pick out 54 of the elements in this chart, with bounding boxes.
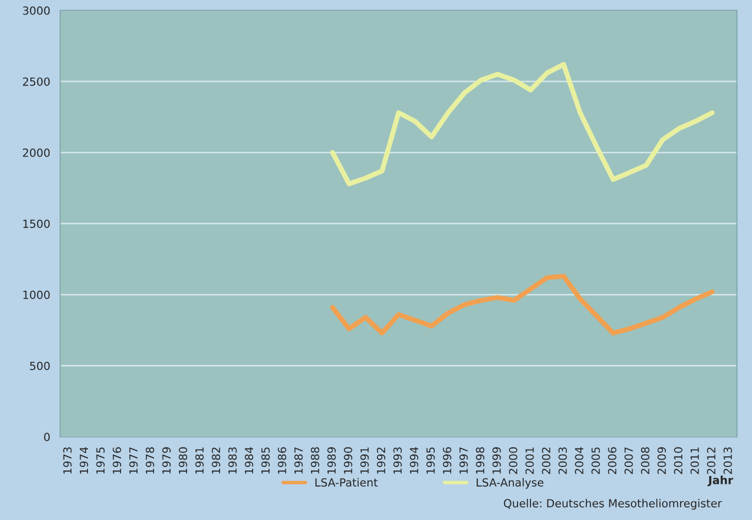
x-tick-label: 1981 bbox=[195, 448, 204, 474]
x-tick-label: 1980 bbox=[178, 447, 188, 474]
line-series bbox=[330, 62, 715, 186]
x-tick-label: 1974 bbox=[80, 447, 88, 474]
x-tick-label: 1973 bbox=[63, 447, 72, 474]
y-tick-label: 1000 bbox=[23, 290, 50, 300]
x-tick-label: 2007 bbox=[624, 447, 633, 474]
x-tick-label: 1998 bbox=[476, 447, 484, 474]
x-tick-label: 2002 bbox=[542, 448, 550, 474]
x-tick-label: 1988 bbox=[310, 447, 320, 474]
x-tick-label: 1986 bbox=[278, 447, 286, 474]
x-tick-label: 1975 bbox=[96, 447, 105, 474]
line-series bbox=[330, 274, 715, 336]
y-tick-label: 0 bbox=[44, 432, 50, 442]
x-tick-label: 1993 bbox=[393, 447, 402, 474]
y-tick-label: 2500 bbox=[22, 77, 50, 86]
x-tick-label: 1985 bbox=[261, 447, 270, 474]
x-tick-label: 1992 bbox=[376, 448, 386, 474]
x-tick-label: 2000 bbox=[508, 447, 518, 474]
x-tick-label: 2013 bbox=[724, 447, 732, 474]
x-tick-label: 1990 bbox=[344, 447, 352, 474]
legend-label: LSA-Patient bbox=[315, 478, 378, 487]
x-tick-label: 1982 bbox=[212, 448, 220, 474]
x-tick-label: 2009 bbox=[657, 447, 666, 474]
x-tick-label: 1989 bbox=[327, 447, 336, 474]
x-tick-label: 1977 bbox=[129, 447, 138, 474]
y-tick-label: 1500 bbox=[23, 220, 50, 228]
x-tick-label: 1987 bbox=[294, 447, 303, 474]
x-tick-label: 1997 bbox=[459, 447, 468, 474]
x-tick-label: 2012 bbox=[707, 448, 716, 474]
x-tick-label: 2004 bbox=[574, 447, 584, 474]
x-tick-label: 1991 bbox=[360, 448, 369, 474]
x-tick-label: 2011 bbox=[690, 448, 699, 474]
x-tick-label: 1995 bbox=[426, 447, 435, 474]
x-tick-label: 1979 bbox=[162, 447, 171, 474]
y-tick-label: 2000 bbox=[22, 148, 50, 157]
x-tick-label: 2010 bbox=[674, 447, 682, 474]
y-tick-label: 3000 bbox=[23, 6, 50, 15]
x-tick-label: 1976 bbox=[112, 447, 122, 474]
x-tick-label: 1983 bbox=[228, 447, 237, 474]
x-tick-label: 1984 bbox=[244, 447, 254, 474]
legend-label: LSA-Analyse bbox=[476, 478, 544, 489]
x-tick-label: 1978 bbox=[146, 447, 154, 474]
x-axis-title: Jahr bbox=[708, 476, 734, 486]
x-tick-label: 1996 bbox=[442, 447, 452, 474]
y-tick-label: 500 bbox=[30, 362, 50, 370]
x-tick-label: 2005 bbox=[591, 447, 600, 474]
x-tick-label: 1999 bbox=[492, 447, 501, 474]
x-tick-label: 2008 bbox=[640, 447, 650, 474]
x-tick-label: 1994 bbox=[410, 447, 418, 474]
source-note: Quelle: Deutsches Mesotheliomregister bbox=[504, 498, 722, 510]
x-tick-label: 2003 bbox=[558, 447, 567, 474]
x-tick-label: 2006 bbox=[608, 447, 616, 474]
x-tick-label: 2001 bbox=[525, 448, 534, 474]
